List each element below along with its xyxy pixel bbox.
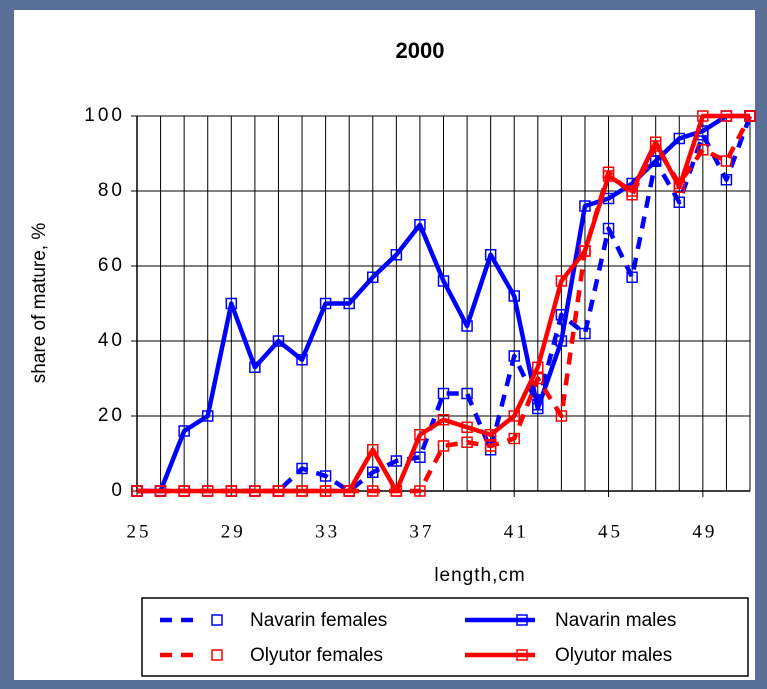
data-point — [319, 297, 332, 310]
data-point — [390, 455, 403, 467]
data-point — [367, 444, 379, 456]
y-tick-label: 20 — [98, 405, 125, 426]
y-tick-label: 0 — [111, 480, 125, 501]
data-point — [249, 485, 261, 497]
data-point — [673, 196, 686, 208]
y-tick-label: 40 — [98, 330, 125, 351]
data-point — [461, 320, 473, 332]
data-point — [154, 485, 167, 497]
data-point — [178, 425, 190, 437]
data-point — [697, 110, 709, 122]
data-point — [225, 485, 238, 497]
data-point — [437, 275, 450, 287]
data-point — [508, 350, 520, 362]
y-tick-label: 80 — [98, 180, 125, 201]
data-point — [367, 271, 379, 283]
y-tick-label: 60 — [98, 255, 125, 276]
data-point — [437, 387, 450, 400]
data-point — [720, 174, 733, 186]
data-point — [131, 485, 143, 497]
data-point — [673, 132, 686, 145]
legend-marker — [211, 649, 223, 661]
data-point — [367, 466, 379, 478]
legend-label: Olyutor males — [555, 645, 672, 666]
data-point — [579, 200, 591, 212]
data-point — [626, 185, 638, 197]
data-point — [272, 485, 285, 497]
x-tick-label: 49 — [692, 521, 717, 542]
data-point — [579, 245, 591, 257]
data-point — [508, 290, 520, 302]
data-point — [414, 451, 426, 463]
legend-label: Olyutor females — [250, 645, 383, 666]
data-point — [720, 155, 733, 167]
data-point — [319, 485, 332, 497]
data-point — [178, 485, 190, 497]
data-point — [579, 327, 591, 340]
series-line — [137, 113, 750, 494]
data-point — [296, 354, 308, 366]
x-tick-label: 33 — [315, 521, 340, 542]
data-point — [744, 110, 756, 122]
data-point — [437, 440, 450, 452]
data-point — [201, 485, 214, 497]
x-tick-label: 41 — [504, 521, 529, 542]
data-point — [720, 110, 733, 122]
data-point — [555, 410, 568, 422]
data-point — [484, 249, 497, 261]
x-tick-label: 45 — [598, 521, 623, 542]
data-point — [508, 410, 520, 422]
data-point — [225, 297, 238, 310]
data-point — [461, 436, 473, 448]
data-point — [555, 335, 568, 347]
x-tick-label: 37 — [409, 521, 434, 542]
y-tick-label: 100 — [84, 105, 125, 126]
data-point — [602, 170, 615, 182]
data-point — [367, 485, 379, 497]
x-tick-label: 29 — [221, 521, 246, 542]
data-point — [414, 219, 426, 231]
data-point — [532, 361, 544, 373]
legend-marker — [211, 614, 223, 626]
data-point — [319, 470, 332, 482]
data-point — [555, 275, 568, 287]
x-axis-label: length,cm — [434, 565, 525, 586]
series-line — [137, 113, 750, 494]
data-point — [649, 155, 662, 167]
chart-title: 2000 — [396, 38, 445, 63]
data-point — [602, 222, 615, 235]
data-point — [484, 440, 497, 452]
panel — [14, 10, 755, 680]
data-point — [390, 485, 403, 497]
data-point — [414, 485, 426, 497]
series-line — [137, 115, 753, 494]
data-point — [272, 335, 285, 347]
y-axis-label: share of mature, % — [29, 223, 50, 384]
data-point — [697, 144, 709, 156]
data-point — [484, 429, 497, 441]
legend-marker — [516, 649, 528, 661]
legend-marker — [516, 614, 528, 626]
data-point — [390, 249, 403, 261]
data-point — [437, 414, 450, 426]
data-point — [343, 485, 355, 497]
x-tick-label: 25 — [127, 521, 152, 542]
data-point — [343, 297, 355, 310]
legend — [141, 597, 749, 677]
data-point — [461, 421, 473, 433]
data-point — [296, 485, 308, 497]
data-point — [249, 361, 261, 373]
data-point — [461, 387, 473, 400]
data-point — [508, 432, 520, 445]
data-point — [201, 410, 214, 422]
data-point — [626, 271, 638, 283]
data-point — [296, 462, 308, 475]
data-point — [649, 136, 662, 148]
legend-label: Navarin females — [250, 610, 387, 631]
data-point — [673, 181, 686, 193]
data-point — [532, 402, 544, 415]
data-point — [414, 429, 426, 441]
legend-label: Navarin males — [555, 610, 676, 631]
